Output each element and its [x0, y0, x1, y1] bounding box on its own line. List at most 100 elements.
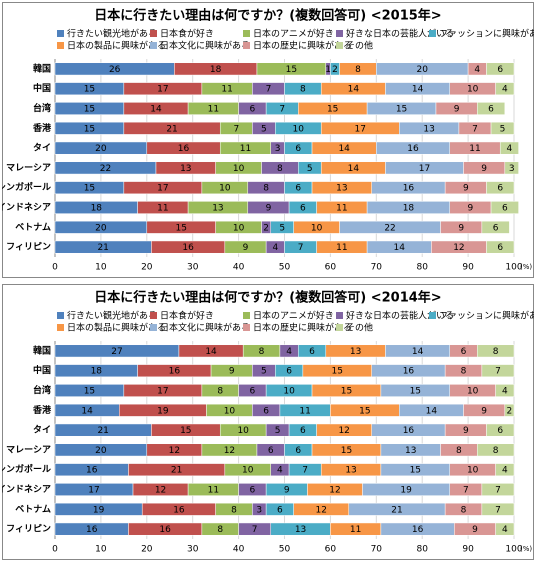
bar-label: 6 [497, 184, 503, 194]
bar-label: 15 [341, 446, 352, 456]
bar-label: 16 [173, 505, 185, 515]
bar-segment [504, 161, 519, 175]
bar-label: 17 [157, 387, 168, 397]
x-tick-label: 60 [325, 263, 337, 273]
bar-label: 4 [286, 347, 292, 357]
x-tick-label: 100 [505, 263, 522, 273]
bar-segment [486, 423, 515, 437]
legend-swatch [57, 312, 64, 319]
y-tick-label: マレーシア [6, 162, 51, 173]
bar-label: 4 [272, 243, 278, 253]
bar-label: 17 [157, 184, 168, 194]
bar-label: 17 [355, 124, 366, 134]
x-tick-label: 50 [279, 263, 291, 273]
legend-swatch [243, 30, 250, 37]
y-tick-label: ベトナム [15, 504, 51, 515]
legend-label: 行きたい観光地がある [67, 310, 157, 322]
chart-title: 日本に行きたい理由は何ですか？(複数回答可) <2014年> [94, 290, 441, 306]
bar-label: 10 [224, 406, 236, 416]
y-tick-label: 台湾 [33, 384, 51, 396]
bar-label: 7 [495, 486, 501, 496]
x-tick-label: 50 [279, 545, 291, 555]
y-tick-label: インドネシア [2, 202, 51, 213]
y-tick-label: 中国 [33, 82, 51, 94]
bar-label: 15 [327, 105, 338, 115]
bar-label: 16 [178, 144, 190, 154]
bar-label: 16 [403, 184, 415, 194]
bar-label: 12 [338, 426, 349, 436]
bar-label: 13 [180, 164, 191, 174]
bar-label: 5 [275, 426, 281, 436]
bar-label: 7 [298, 243, 304, 253]
x-tick-label: 70 [371, 545, 383, 555]
bar-label: 10 [233, 223, 245, 233]
bar-label: 6 [286, 367, 292, 377]
bar-label: 19 [93, 505, 105, 515]
x-tick-label: 0 [52, 263, 58, 273]
bar-label: 13 [423, 124, 434, 134]
bar-segment [490, 121, 515, 135]
bar-label: 6 [263, 406, 269, 416]
bar-label: 10 [237, 426, 249, 436]
bar-label: 16 [182, 243, 194, 253]
y-tick-label: 中国 [33, 364, 51, 376]
bar-label: 7 [463, 486, 469, 496]
bar-label: 13 [345, 466, 356, 476]
bar-label: 6 [493, 223, 499, 233]
legend-label: 好きな日本の芸能人がいる [346, 28, 454, 40]
bar-label: 14 [81, 406, 93, 416]
legend-swatch [150, 324, 157, 331]
bar-label: 8 [263, 184, 269, 194]
bar-label: 5 [279, 223, 285, 233]
bar-label: 19 [157, 406, 169, 416]
bar-segment [477, 443, 515, 457]
bar-label: 6 [268, 446, 274, 456]
bar-label: 11 [208, 486, 219, 496]
bar-label: 20 [95, 446, 107, 456]
bar-label: 7 [279, 105, 285, 115]
bar-label: 7 [472, 124, 478, 134]
bar-label: 7 [266, 85, 272, 95]
bar-label: 6 [488, 105, 494, 115]
bar-label: 11 [299, 406, 310, 416]
chart: 日本に行きたい理由は何ですか？(複数回答可) <2015年> 行きたい観光地がある… [2, 2, 534, 278]
bar-label: 11 [350, 525, 361, 535]
y-tick-label: タイ [33, 142, 51, 154]
y-tick-label: 香港 [32, 404, 52, 416]
bar-label: 15 [84, 85, 95, 95]
legend-label: 日本のアニメが好き [253, 28, 334, 40]
bar-label: 6 [300, 426, 306, 436]
bar-label: 4 [502, 387, 508, 397]
bar-label: 8 [355, 65, 361, 75]
bar-label: 16 [403, 367, 415, 377]
bar-label: 9 [229, 367, 235, 377]
legend-swatch [57, 324, 64, 331]
chart-title: 日本に行きたい理由は何ですか？(複数回答可) <2015年> [94, 8, 441, 24]
legend-swatch [336, 30, 343, 37]
bar-label: 21 [166, 124, 177, 134]
bar-label: 6 [295, 184, 301, 194]
bar-label: 14 [348, 164, 360, 174]
bar-segment [495, 463, 515, 477]
x-tick-label: 80 [416, 545, 428, 555]
bar-label: 6 [250, 387, 256, 397]
legend-swatch [336, 42, 343, 49]
bar-label: 6 [497, 243, 503, 253]
bar-label: 14 [412, 347, 424, 357]
x-tick-label: 30 [187, 545, 199, 555]
bar-label: 14 [150, 105, 162, 115]
bar-label: 4 [502, 525, 508, 535]
bar-label: 16 [169, 367, 181, 377]
legend-swatch [429, 30, 436, 37]
legend-swatch [429, 312, 436, 319]
bar-label: 20 [95, 223, 107, 233]
x-tick-label: 20 [141, 545, 153, 555]
bar-label: 15 [84, 184, 95, 194]
bar-label: 12 [315, 505, 326, 515]
legend-label: 日本の製品に興味がある [67, 40, 166, 52]
bar-label: 17 [419, 164, 430, 174]
bar-label: 10 [233, 164, 245, 174]
bar-label: 8 [461, 505, 467, 515]
bar-label: 5 [500, 124, 506, 134]
bar-label: 10 [242, 466, 254, 476]
